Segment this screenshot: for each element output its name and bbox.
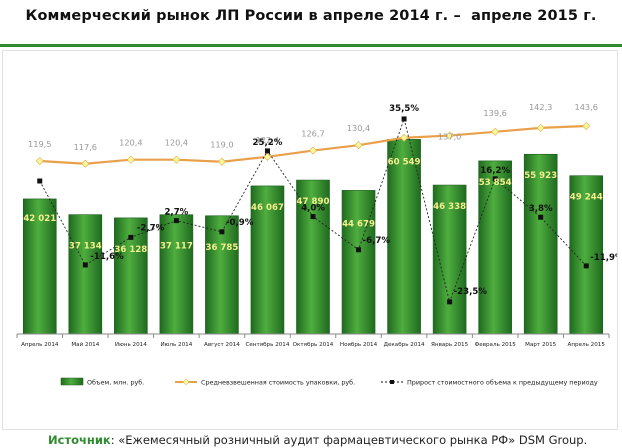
growth-marker [401,116,407,122]
price-marker [582,121,591,131]
bar-12 [523,153,558,335]
x-tick-label: Сентябрь 2014 [245,342,289,348]
bar-value-label: 42 021 [23,214,56,224]
growth-marker [447,299,453,305]
chart-frame: 42 021 37 134 36 128 37 117 36 785 46 067 47 8… [2,50,618,430]
growth-marker [264,148,270,154]
growth-value-label: -11,9% [590,253,617,263]
x-tick-label: Март 2015 [525,342,557,348]
bar-5 [205,215,239,335]
legend-label-price: Средневзвешенная стоимость упаковки, руб… [201,379,355,387]
price-value-label: 119,0 [210,140,233,150]
price-marker [217,157,226,166]
price-marker [536,123,545,132]
legend-swatch-price-marker [182,378,190,386]
growth-marker [583,263,589,269]
bar-value-label: 46 067 [251,203,284,213]
source-note: Источник: «Ежемесячный розничный аудит ф… [48,433,587,447]
x-tick-label: Ноябрь 2014 [340,342,378,348]
growth-value-label: 35,5% [389,104,419,114]
growth-value-label: 16,2% [480,166,510,176]
price-marker [308,146,318,155]
growth-value-label: -6,7% [363,236,391,246]
page-title: Коммерческий рынок ЛП России в апреле 20… [25,8,597,24]
x-tick-label: Август 2014 [204,342,240,348]
price-value-label: 137,0 [438,132,461,142]
legend-swatch-bars [60,377,84,386]
x-tick-label: Апрель 2014 [21,342,59,348]
growth-marker [538,214,544,220]
bar-value-label: 36 785 [205,243,238,253]
source-prefix: Источник [48,433,111,447]
bar-value-label: 49 244 [570,193,603,203]
growth-value-label: -0,9% [226,218,254,228]
legend-label-growth: Прирост стоимостного объема к предыдущем… [407,379,598,387]
legend-swatch-growth-marker [390,380,394,384]
x-tick-label: Май 2014 [71,341,99,348]
price-marker [81,159,90,168]
bar-1 [22,198,57,335]
growth-value-label: 2,7% [164,208,188,218]
price-marker [491,127,500,136]
growth-marker [310,214,316,220]
price-value-label: 139,6 [483,108,506,118]
x-tick-label: Декабрь 2014 [384,342,425,348]
growth-value-label: 3,8% [529,204,553,214]
bar-value-label: 36 128 [114,245,147,255]
bar-2 [68,214,103,335]
price-marker [35,156,44,166]
x-tick-label: Июль 2014 [160,342,192,348]
bar-value-label: 37 117 [160,242,193,252]
bar-value-label: 46 338 [433,202,466,212]
growth-value-label: 4,0% [301,204,325,214]
growth-marker [128,234,134,240]
title-divider [0,44,622,47]
price-value-label: 130,4 [347,123,370,133]
price-marker [354,141,363,150]
price-value-label: 120,4 [119,138,142,148]
growth-marker [82,262,88,268]
bar-8 [341,190,376,335]
bar-value-label: 53 854 [479,178,512,188]
bar-value-label: 60 549 [388,157,421,167]
source-text: : «Ежемесячный розничный аудит фармацевт… [110,433,588,447]
x-tick-label: Январь 2015 [431,342,469,348]
price-marker [263,152,272,161]
bar-7 [296,179,330,335]
price-marker [126,155,135,164]
price-marker [445,131,454,140]
price-value-label: 143,6 [575,102,598,112]
growth-value-label: -2,7% [137,223,165,233]
price-value-label: 119,5 [28,139,51,149]
growth-marker [356,247,362,253]
growth-value-label: 25,2% [253,138,283,148]
x-tick-label: Июнь 2014 [115,342,147,348]
price-value-label: 142,3 [529,102,552,112]
bar-value-label: 37 134 [69,242,102,252]
bar-value-label: 47 890 [297,197,330,207]
bar-6 [250,185,285,335]
bar-4 [159,214,194,335]
bar-9 [387,139,421,335]
price-value-label: 120,4 [165,138,188,148]
growth-marker [173,218,179,224]
growth-value-label: -23,5% [454,287,488,297]
combo-chart: 42 021 37 134 36 128 37 117 36 785 46 067 47 8… [16,102,617,387]
x-tick-label: Февраль 2015 [474,342,516,348]
price-marker [172,155,181,164]
bar-value-label: 44 679 [342,219,375,229]
price-value-label: 126,7 [301,129,324,139]
growth-value-label: -11,6% [90,252,124,262]
price-marker [400,133,409,142]
x-tick-label: Октябрь 2014 [293,342,334,348]
growth-marker [219,229,225,235]
price-value-label: 117,6 [74,142,97,152]
price-value-label: 122,4 [256,135,279,145]
growth-marker [37,178,43,184]
legend-label-bars: Объем, млн. руб. [87,379,144,387]
bar-value-label: 55 923 [524,171,557,181]
growth-marker [492,176,498,182]
x-tick-label: Апрель 2015 [568,342,606,348]
